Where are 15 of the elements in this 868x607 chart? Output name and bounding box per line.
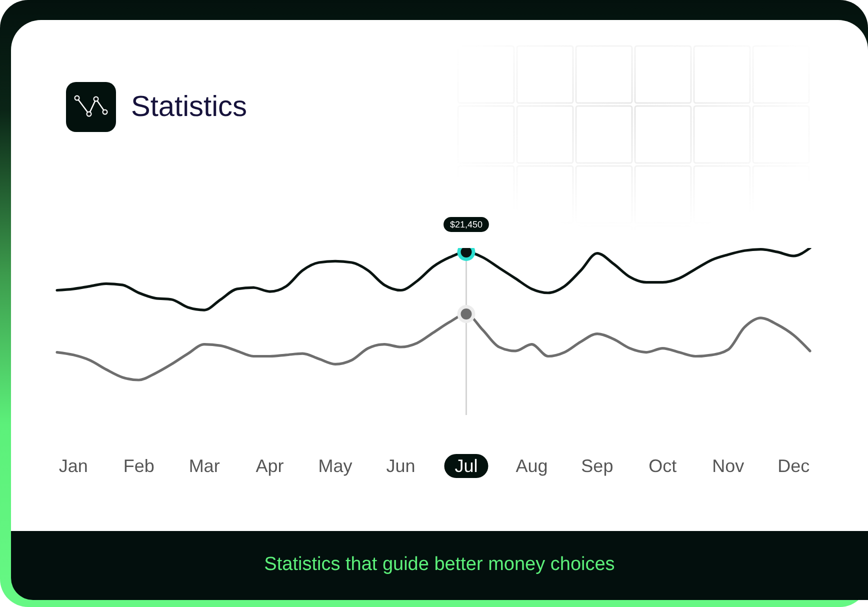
x-tick-label: May — [318, 456, 352, 476]
chart-title: Statistics — [131, 90, 248, 125]
x-tick-label: Aug — [516, 456, 548, 476]
x-tick-label: Apr — [256, 456, 284, 476]
x-tick-label: Mar — [188, 456, 220, 476]
x-tick-label: Feb — [123, 456, 154, 476]
x-tick-label: Nov — [712, 456, 744, 476]
annotation: $21,450 — [450, 219, 483, 230]
x-tick-label: Oct — [648, 456, 677, 476]
x-tick-label: Sep — [581, 456, 614, 476]
x-tick-label: Dec — [778, 456, 810, 476]
x-tick-label: Jan — [58, 456, 88, 476]
x-tick-label: Jul — [454, 456, 478, 476]
x-tick-label: Jun — [386, 456, 416, 476]
text: Statistics that guide better money choices — [263, 553, 616, 577]
